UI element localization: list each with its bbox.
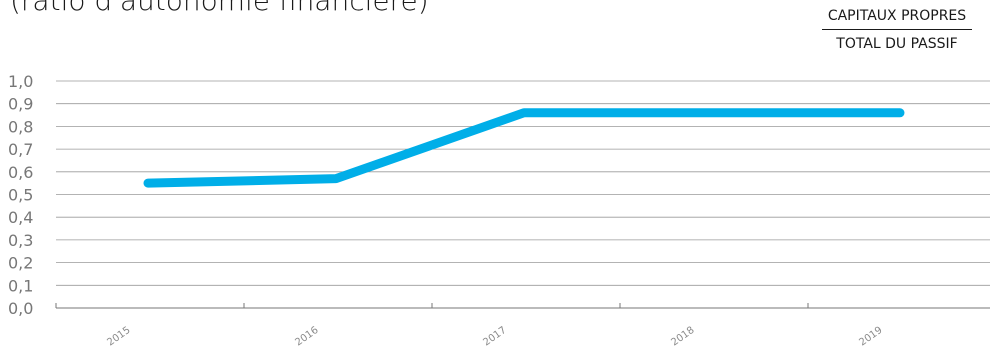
ratio-denominator: TOTAL DU PASSIF — [836, 36, 958, 52]
y-tick-label: 0,6 — [8, 163, 33, 182]
y-tick-label: 0,5 — [8, 186, 33, 205]
x-axis: 2015 2016 2017 2018 2019 — [55, 303, 885, 349]
ratio-formula: CAPITAUX PROPRES TOTAL DU PASSIF — [822, 8, 972, 52]
ratio-numerator: CAPITAUX PROPRES — [822, 8, 972, 30]
y-tick-label: 0,7 — [8, 140, 33, 159]
y-tick-label: 1,0 — [8, 72, 33, 91]
chart-title: (ratio d'autonomie financière) — [10, 0, 429, 17]
y-tick-label: 0,9 — [8, 95, 33, 114]
y-tick-label: 0,3 — [8, 231, 33, 250]
series-line — [143, 108, 905, 188]
x-tick-label: 2016 — [293, 325, 320, 349]
y-tick-label: 0,4 — [8, 208, 33, 227]
x-tick-label: 2018 — [669, 325, 696, 349]
x-tick-label: 2015 — [105, 325, 132, 349]
series-lines — [143, 108, 905, 188]
x-tick-label: 2019 — [857, 325, 884, 349]
x-tick-label: 2017 — [481, 325, 508, 349]
y-axis-ticks: 0,0 0,1 0,2 0,3 0,4 0,5 0,6 0,7 0,8 0,9 1,0 — [8, 72, 33, 318]
y-tick-label: 0,2 — [8, 254, 33, 273]
y-tick-label: 0,1 — [8, 276, 33, 295]
y-tick-label: 0,8 — [8, 117, 33, 136]
gridlines — [56, 80, 990, 309]
y-tick-label: 0,0 — [8, 299, 33, 318]
